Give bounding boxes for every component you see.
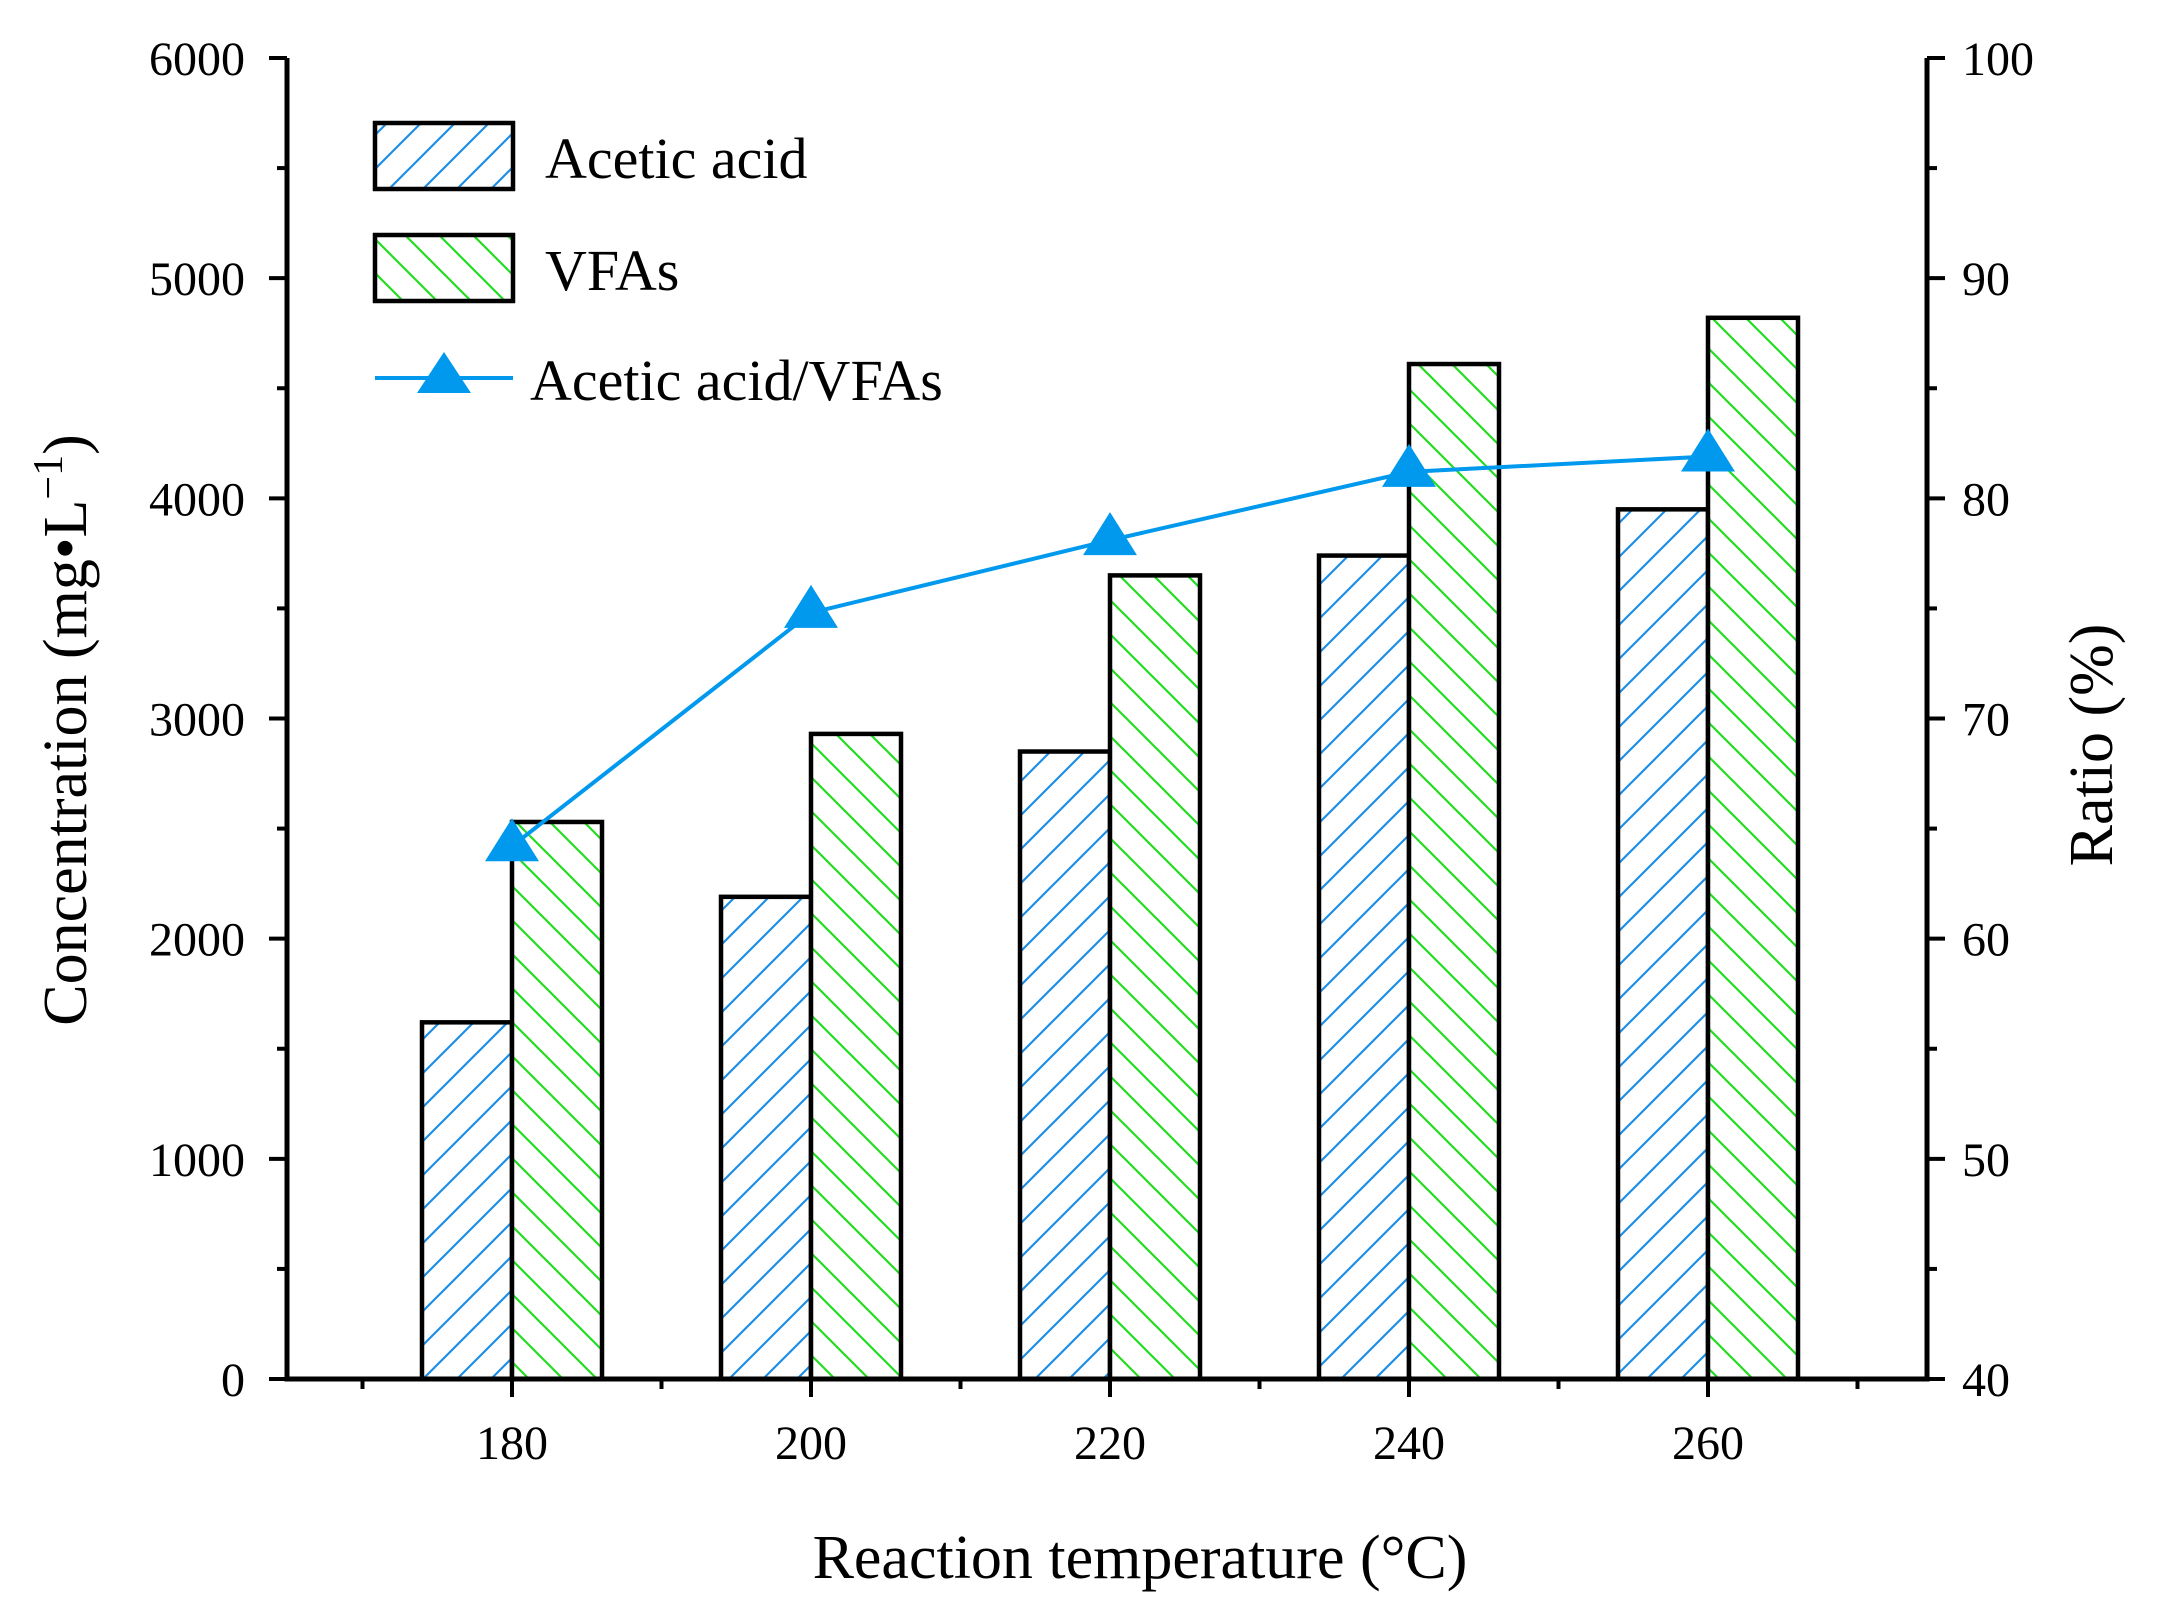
bar-vfas-260: [1705, 315, 1801, 1382]
legend-label-ratio: Acetic acid/VFAs: [530, 348, 943, 413]
ratio-marker-240: [1382, 443, 1436, 487]
bar-acetic-acid-220: [1017, 749, 1113, 1382]
bar-vfas-180: [509, 819, 605, 1382]
y-tick-label: 1000: [149, 1134, 245, 1187]
ratio-marker-260: [1681, 428, 1735, 472]
legend-swatch-vfas: [372, 232, 516, 304]
legend-label-acetic-acid: Acetic acid: [545, 126, 807, 191]
y2-tick-label: 80: [1962, 473, 2010, 526]
legend-swatch-acetic-acid: [372, 120, 516, 192]
y2-tick-label: 40: [1962, 1354, 2010, 1407]
y2-tick-label: 90: [1962, 253, 2010, 306]
bar-vfas-240: [1406, 361, 1502, 1382]
y-tick-label: 2000: [149, 914, 245, 967]
y-axis-title-text: Concentration (mg•L: [32, 500, 100, 1026]
x-axis-title: Reaction temperature (°C): [813, 1524, 1468, 1592]
y-axis-title: Concentration (mg•L−1): [26, 434, 100, 1026]
bar-acetic-acid-240: [1316, 553, 1412, 1382]
bar-acetic-acid-180: [419, 1020, 515, 1382]
y-axis-title-superscript: −1: [26, 455, 72, 500]
y-tick-label: 0: [221, 1354, 245, 1407]
x-tick-label: 240: [1373, 1417, 1445, 1470]
ratio-line-layer: [485, 428, 1735, 862]
ticks-layer: 0 1000 2000 3000 4000 5000 6000 40 50 60 70 80 90 100…: [149, 33, 2034, 1470]
x-tick-label: 180: [476, 1417, 548, 1470]
bar-acetic-acid-260: [1615, 507, 1711, 1382]
y2-tick-label: 100: [1962, 33, 2034, 86]
x-tick-label: 260: [1672, 1417, 1744, 1470]
x-tick-label: 220: [1074, 1417, 1146, 1470]
bars-layer: [419, 315, 1801, 1382]
legend-marker-ratio: [417, 352, 471, 393]
ratio-marker-220: [1083, 512, 1137, 556]
y-tick-label: 3000: [149, 694, 245, 747]
x-tick-label: 200: [775, 1417, 847, 1470]
y-axis-title-close: ): [32, 434, 100, 455]
y-tick-label: 4000: [149, 473, 245, 526]
legend-label-vfas: VFAs: [545, 238, 679, 303]
y2-tick-label: 70: [1962, 694, 2010, 747]
y2-tick-label: 60: [1962, 914, 2010, 967]
legend: Acetic acid VFAs Acetic acid/VFAs: [372, 120, 943, 413]
ratio-marker-180: [485, 818, 539, 862]
bar-vfas-220: [1107, 573, 1203, 1382]
y-tick-label: 5000: [149, 253, 245, 306]
ratio-marker-200: [784, 584, 838, 628]
y2-tick-label: 50: [1962, 1134, 2010, 1187]
bar-vfas-200: [808, 731, 904, 1382]
y2-axis-title: Ratio (%): [2058, 624, 2126, 867]
bar-acetic-acid-200: [718, 894, 814, 1382]
y-tick-label: 6000: [149, 33, 245, 86]
